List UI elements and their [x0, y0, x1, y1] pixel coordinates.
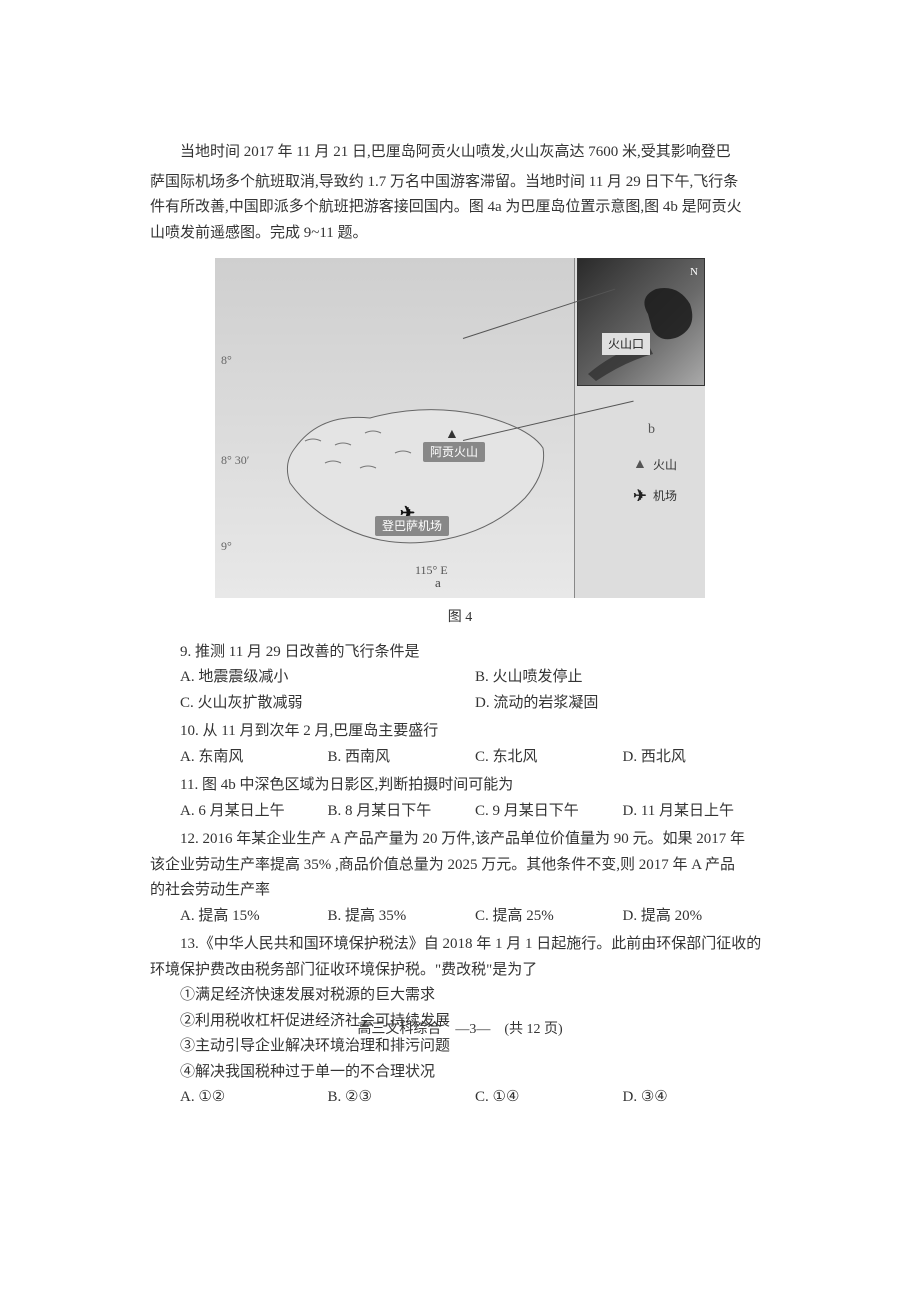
q13-option-d: D. ③④	[623, 1085, 771, 1111]
q10-option-c: C. 东北风	[475, 745, 623, 771]
passage-line-1: 当地时间 2017 年 11 月 21 日,巴厘岛阿贡火山喷发,火山灰高达 76…	[150, 140, 770, 166]
q11-option-c: C. 9 月某日下午	[475, 799, 623, 825]
q12-option-d: D. 提高 20%	[623, 904, 771, 930]
legend-airport-text: 机场	[653, 486, 677, 506]
q9-option-d: D. 流动的岩浆凝固	[475, 691, 770, 717]
lat-9: 9°	[221, 536, 232, 556]
q13-statement-1: ①满足经济快速发展对税源的巨大需求	[150, 983, 770, 1009]
page-footer: 高三文科综合 —3— (共 12 页)	[0, 1018, 920, 1042]
q10-stem: 10. 从 11 月到次年 2 月,巴厘岛主要盛行	[150, 719, 770, 745]
q9-option-c: C. 火山灰扩散减弱	[180, 691, 475, 717]
q13-stem-2: 环境保护费改由税务部门征收环境保护税。"费改税"是为了	[150, 958, 770, 984]
lat-8: 8°	[221, 350, 232, 370]
q12-option-c: C. 提高 25%	[475, 904, 623, 930]
q11-option-d: D. 11 月某日上午	[623, 799, 771, 825]
figure-4: 8° 8° 30′ 9° 115° E a ▲ 阿贡火山 ✈ 登巴萨机场 N 火…	[215, 258, 705, 598]
q12-stem-1: 12. 2016 年某企业生产 A 产品产量为 20 万件,该产品单位价值量为 …	[150, 827, 770, 853]
q12-option-a: A. 提高 15%	[180, 904, 328, 930]
passage-line-3: 件有所改善,中国即派多个航班把游客接回国内。图 4a 为巴厘岛位置示意图,图 4…	[150, 195, 770, 221]
lon-115e: 115° E	[415, 560, 448, 580]
q10-option-a: A. 东南风	[180, 745, 328, 771]
q12-stem-3: 的社会劳动生产率	[150, 878, 770, 904]
satellite-4b: N	[577, 258, 705, 386]
lat-8-30: 8° 30′	[221, 450, 249, 470]
q12-option-b: B. 提高 35%	[328, 904, 476, 930]
legend-airport-icon: ✈	[631, 483, 649, 510]
q10-option-d: D. 西北风	[623, 745, 771, 771]
legend-volcano-text: 火山	[653, 455, 677, 475]
map-4a: 8° 8° 30′ 9° 115° E a ▲ 阿贡火山 ✈ 登巴萨机场	[215, 258, 575, 598]
q9-option-b: B. 火山喷发停止	[475, 665, 770, 691]
passage-line-4: 山喷发前遥感图。完成 9~11 题。	[150, 221, 770, 247]
q13-option-c: C. ①④	[475, 1085, 623, 1111]
q11-option-a: A. 6 月某日上午	[180, 799, 328, 825]
volcano-label: 阿贡火山	[423, 442, 485, 462]
q9-option-a: A. 地震震级减小	[180, 665, 475, 691]
crater-label: 火山口	[602, 333, 650, 355]
figure-caption: 图 4	[150, 606, 770, 630]
q13-option-b: B. ②③	[328, 1085, 476, 1111]
q13-stem-1: 13.《中华人民共和国环境保护税法》自 2018 年 1 月 1 日起施行。此前…	[150, 932, 770, 958]
subfig-b-label: b	[648, 418, 655, 442]
q11-stem: 11. 图 4b 中深色区域为日影区,判断拍摄时间可能为	[150, 773, 770, 799]
passage-line-2: 萨国际机场多个航班取消,导致约 1.7 万名中国游客滞留。当地时间 11 月 2…	[150, 170, 770, 196]
q13-option-a: A. ①②	[180, 1085, 328, 1111]
airport-label: 登巴萨机场	[375, 516, 449, 536]
q11-option-b: B. 8 月某日下午	[328, 799, 476, 825]
crater-shadow-icon	[578, 259, 706, 387]
map-legend: ▲ 火山 ✈ 机场	[631, 453, 677, 516]
legend-volcano-icon: ▲	[631, 453, 649, 477]
subfig-a-label: a	[435, 572, 441, 594]
q13-statement-4: ④解决我国税种过于单一的不合理状况	[150, 1060, 770, 1086]
q9-stem: 9. 推测 11 月 29 日改善的飞行条件是	[150, 640, 770, 666]
q12-stem-2: 该企业劳动生产率提高 35% ,商品价值总量为 2025 万元。其他条件不变,则…	[150, 853, 770, 879]
q10-option-b: B. 西南风	[328, 745, 476, 771]
